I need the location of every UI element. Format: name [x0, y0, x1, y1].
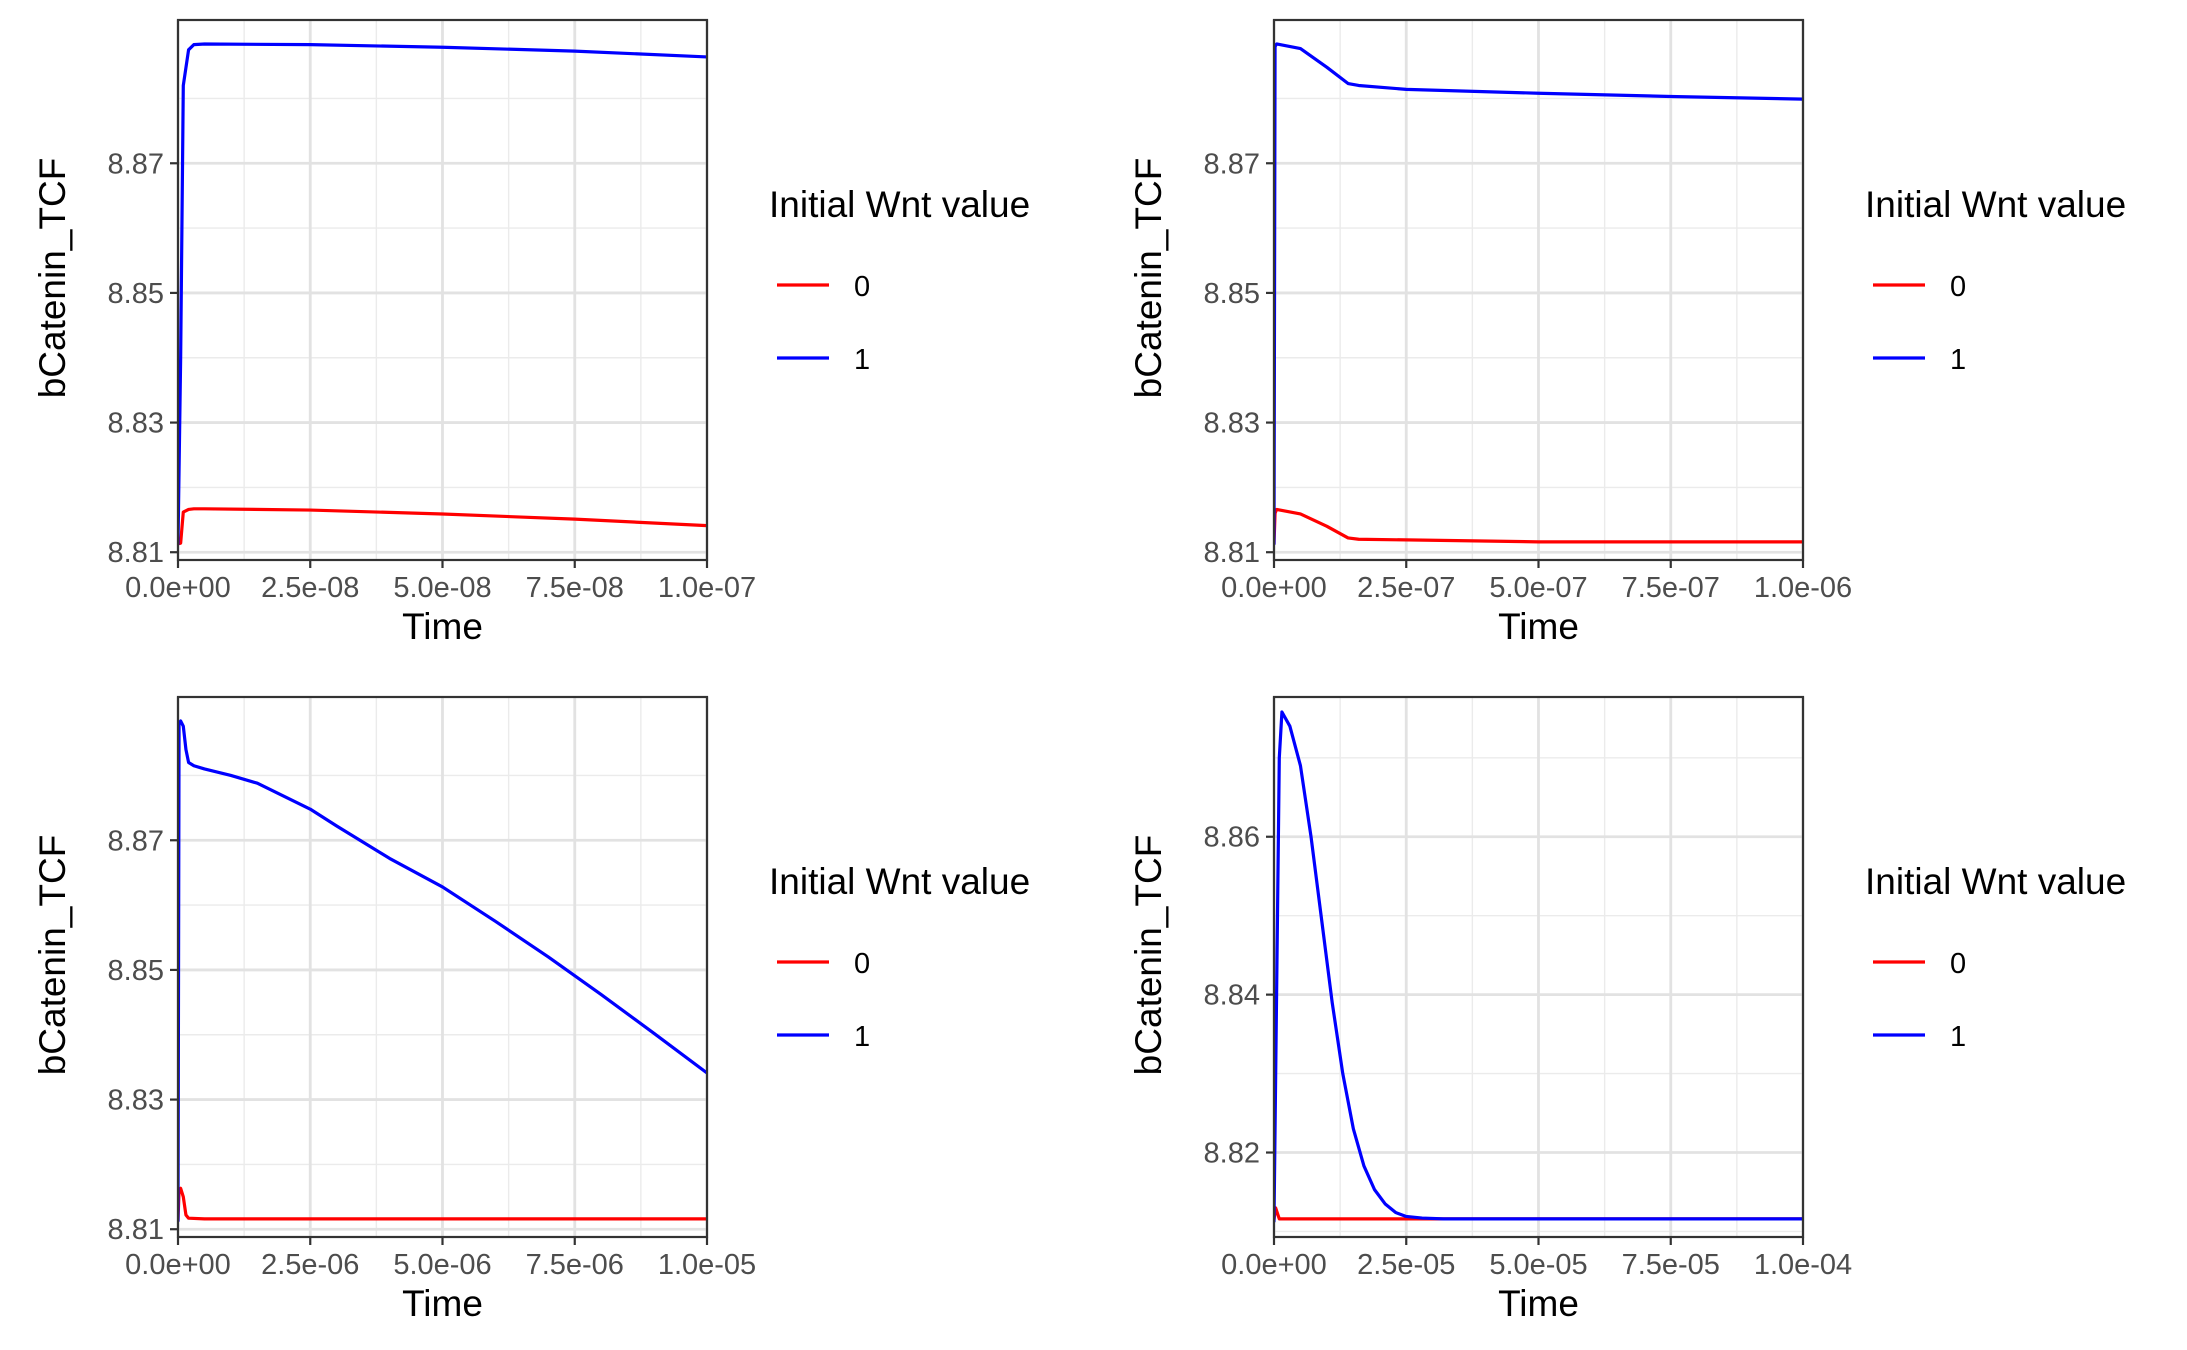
- chart-panel-2: 0.0e+00 2.5e-07 5.0e-07 7.5e-07 1.0e-06 8.81 8…: [1128, 18, 2126, 647]
- legend-title: Initial Wnt value: [1865, 184, 2126, 225]
- legend-label-1: 1: [1950, 1021, 1966, 1053]
- x-tick-label: 0.0e+00: [125, 1249, 231, 1281]
- legend: Initial Wnt value 0 1: [1865, 184, 2126, 376]
- x-tick-label: 0.0e+00: [125, 572, 231, 604]
- legend: Initial Wnt value 0 1: [1865, 861, 2126, 1053]
- series-lines: [1274, 42, 1803, 546]
- y-axis-title: bCatenin_TCF: [32, 835, 73, 1076]
- x-tick-label: 0.0e+00: [1221, 572, 1327, 604]
- chart-panel-3: 0.0e+00 2.5e-06 5.0e-06 7.5e-06 1.0e-05 8.81 8…: [32, 695, 1030, 1324]
- x-tick-label: 5.0e-05: [1489, 1249, 1587, 1281]
- chart-panel-1: 0.0e+00 2.5e-08 5.0e-08 7.5e-08 1.0e-07 8.81 8…: [32, 18, 1030, 647]
- y-tick-label: 8.83: [108, 1085, 164, 1117]
- x-axis-title: Time: [402, 606, 483, 647]
- legend-label-0: 0: [1950, 948, 1966, 980]
- x-tick-label: 7.5e-05: [1622, 1249, 1720, 1281]
- legend-title: Initial Wnt value: [769, 184, 1030, 225]
- y-tick-label: 8.81: [1204, 537, 1260, 569]
- series-lines: [178, 719, 707, 1223]
- series-line-0: [1274, 507, 1803, 546]
- y-tick-label: 8.87: [108, 825, 164, 857]
- x-tick-label: 1.0e-05: [658, 1249, 756, 1281]
- y-tick-label: 8.85: [108, 278, 164, 310]
- y-axis-title: bCatenin_TCF: [32, 158, 73, 399]
- x-tick-label: 5.0e-06: [393, 1249, 491, 1281]
- legend-label-1: 1: [1950, 344, 1966, 376]
- y-tick-label: 8.86: [1204, 822, 1260, 854]
- x-tick-label: 1.0e-06: [1754, 572, 1852, 604]
- series-line-1: [1274, 710, 1803, 1223]
- x-tick-label: 0.0e+00: [1221, 1249, 1327, 1281]
- x-tick-label: 7.5e-07: [1622, 572, 1720, 604]
- y-tick-label: 8.81: [108, 1214, 164, 1246]
- x-tick-label: 1.0e-04: [1754, 1249, 1852, 1281]
- chart-panel-4: 0.0e+00 2.5e-05 5.0e-05 7.5e-05 1.0e-04 8.82 8…: [1128, 695, 2126, 1324]
- x-tick-label: 1.0e-07: [658, 572, 756, 604]
- x-axis-title: Time: [402, 1283, 483, 1324]
- x-tick-label: 7.5e-06: [526, 1249, 624, 1281]
- legend-label-1: 1: [854, 1021, 870, 1053]
- y-tick-label: 8.81: [108, 537, 164, 569]
- y-tick-label: 8.83: [1204, 408, 1260, 440]
- x-tick-label: 2.5e-08: [261, 572, 359, 604]
- legend-label-1: 1: [854, 344, 870, 376]
- series-line-1: [178, 719, 707, 1223]
- y-axis-title: bCatenin_TCF: [1128, 835, 1169, 1076]
- y-axis-title: bCatenin_TCF: [1128, 158, 1169, 399]
- legend-title: Initial Wnt value: [1865, 861, 2126, 902]
- series-line-0: [178, 507, 707, 546]
- legend-label-0: 0: [854, 271, 870, 303]
- y-tick-label: 8.87: [1204, 148, 1260, 180]
- panels: 0.0e+00 2.5e-08 5.0e-08 7.5e-08 1.0e-07 8.81 8…: [32, 18, 2126, 1324]
- legend-label-0: 0: [1950, 271, 1966, 303]
- x-tick-label: 2.5e-06: [261, 1249, 359, 1281]
- y-tick-label: 8.87: [108, 148, 164, 180]
- y-tick-label: 8.85: [108, 955, 164, 987]
- x-tick-label: 5.0e-07: [1489, 572, 1587, 604]
- x-tick-label: 2.5e-07: [1357, 572, 1455, 604]
- y-tick-label: 8.82: [1204, 1138, 1260, 1170]
- x-axis-title: Time: [1498, 1283, 1579, 1324]
- legend: Initial Wnt value 0 1: [769, 184, 1030, 376]
- series-lines: [178, 42, 707, 546]
- y-tick-label: 8.83: [108, 408, 164, 440]
- series-line-1: [178, 42, 707, 546]
- x-axis-title: Time: [1498, 606, 1579, 647]
- legend-label-0: 0: [854, 948, 870, 980]
- x-tick-label: 2.5e-05: [1357, 1249, 1455, 1281]
- x-tick-label: 7.5e-08: [526, 572, 624, 604]
- legend-title: Initial Wnt value: [769, 861, 1030, 902]
- y-tick-label: 8.85: [1204, 278, 1260, 310]
- y-tick-label: 8.84: [1204, 980, 1260, 1012]
- legend: Initial Wnt value 0 1: [769, 861, 1030, 1053]
- series-line-1: [1274, 42, 1803, 546]
- x-tick-label: 5.0e-08: [393, 572, 491, 604]
